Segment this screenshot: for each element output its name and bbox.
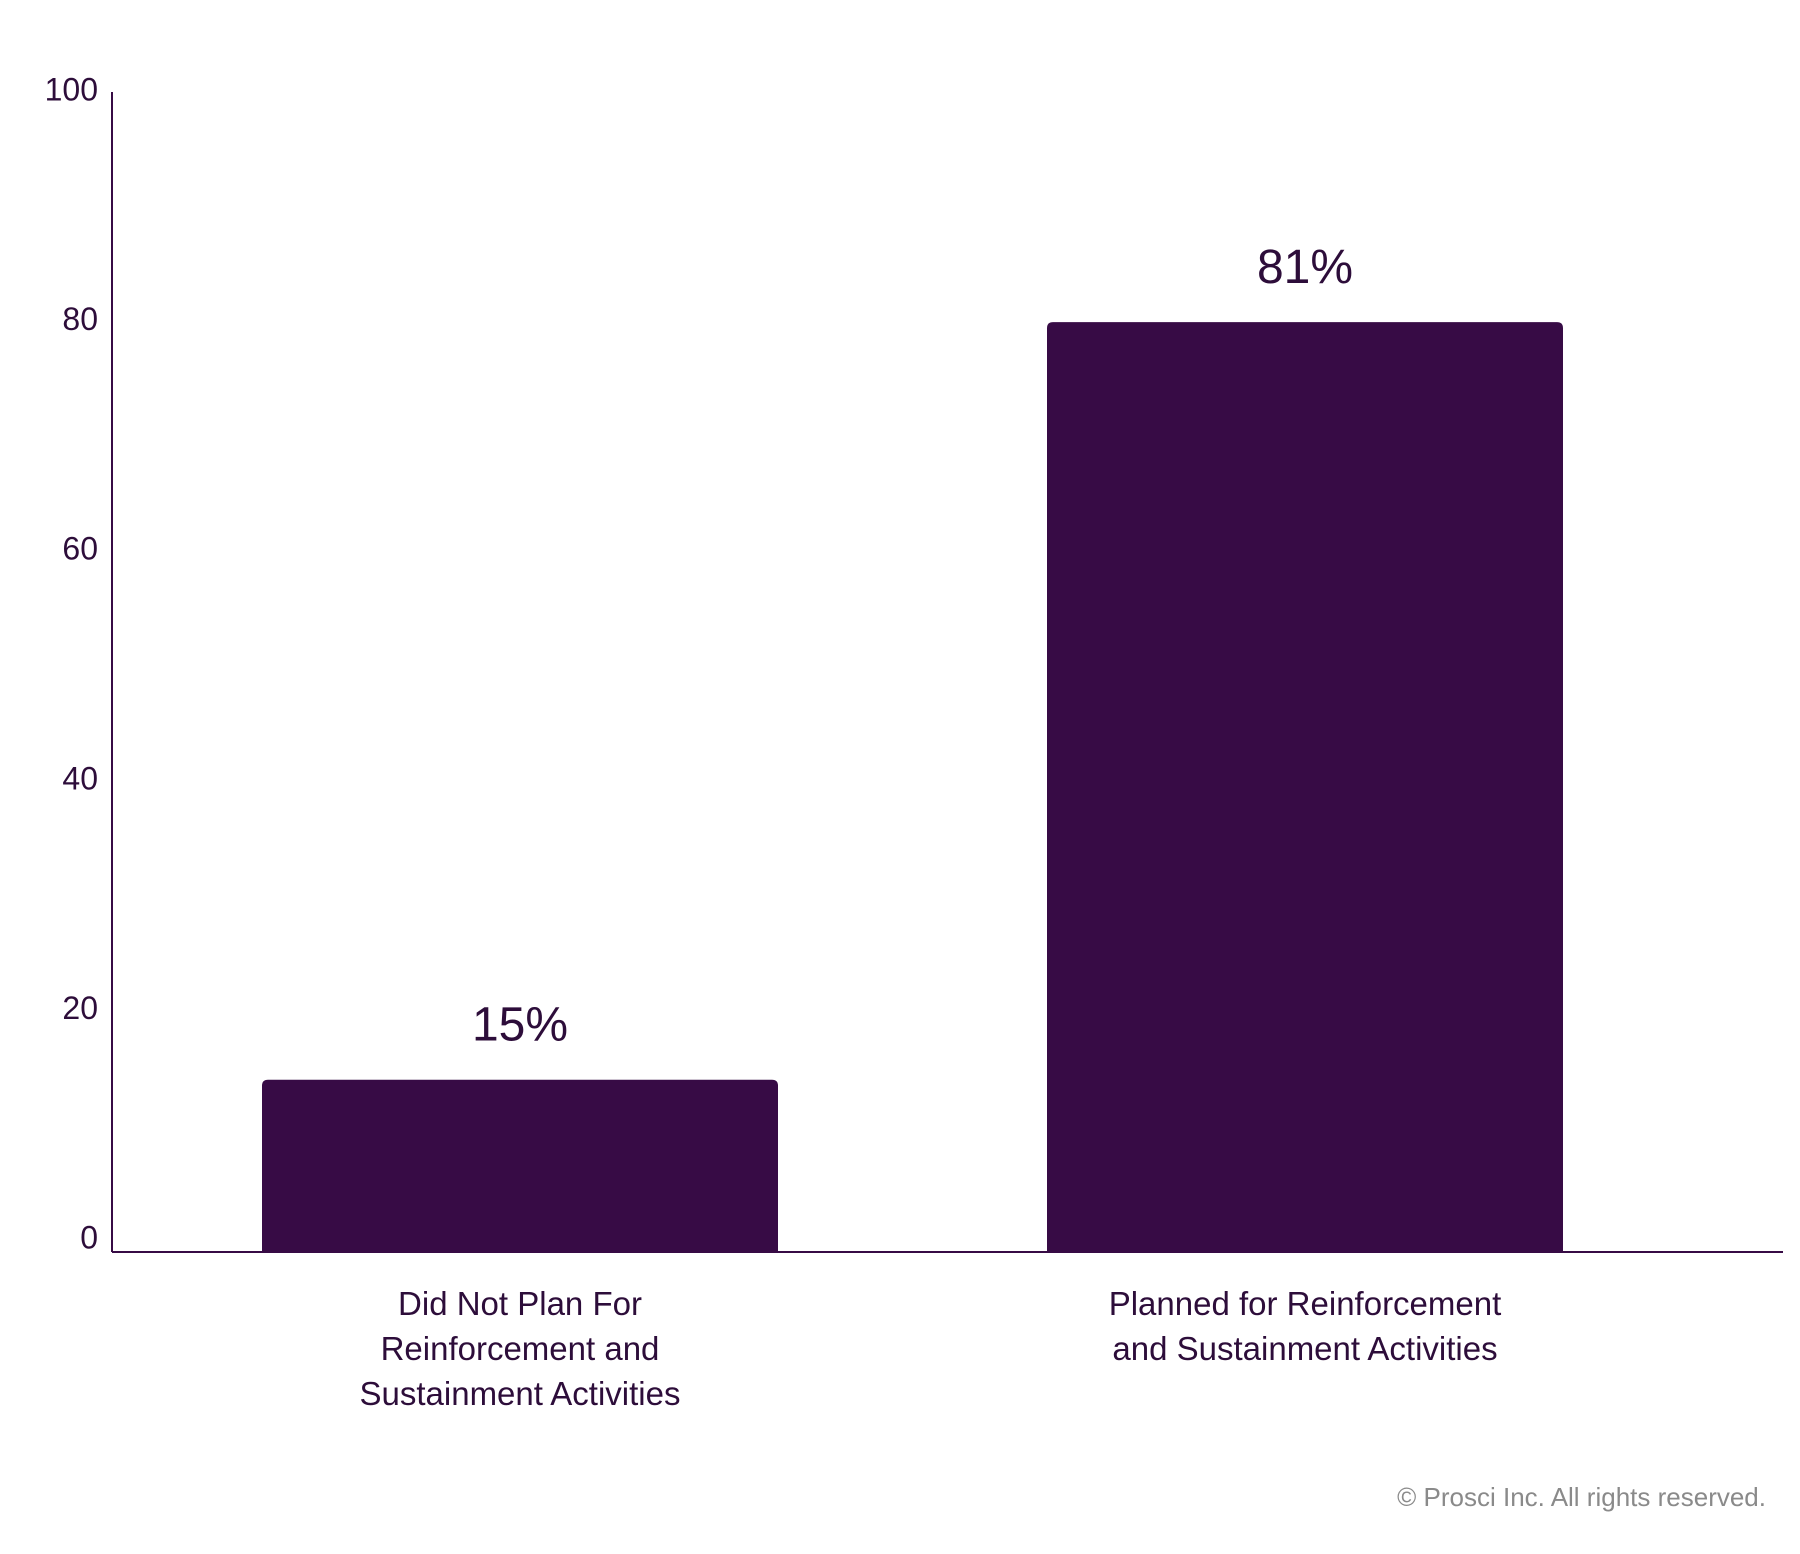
y-tick-label: 40 — [62, 760, 98, 796]
y-tick-label: 100 — [45, 71, 98, 107]
value-label: 81% — [1257, 241, 1353, 294]
y-tick-label: 20 — [62, 990, 98, 1026]
copyright: © Prosci Inc. All rights reserved. — [1397, 1482, 1766, 1512]
value-label: 15% — [472, 998, 568, 1051]
bar — [262, 1079, 778, 1252]
x-tick-label: Did Not Plan For Reinforcement and Susta… — [359, 1285, 681, 1412]
bar — [1047, 322, 1563, 1252]
y-tick-label: 60 — [62, 531, 98, 567]
y-tick-label: 80 — [62, 301, 98, 337]
x-tick-label: Planned for Reinforcement and Sustainmen… — [1108, 1285, 1502, 1367]
y-tick-label: 0 — [80, 1219, 98, 1255]
